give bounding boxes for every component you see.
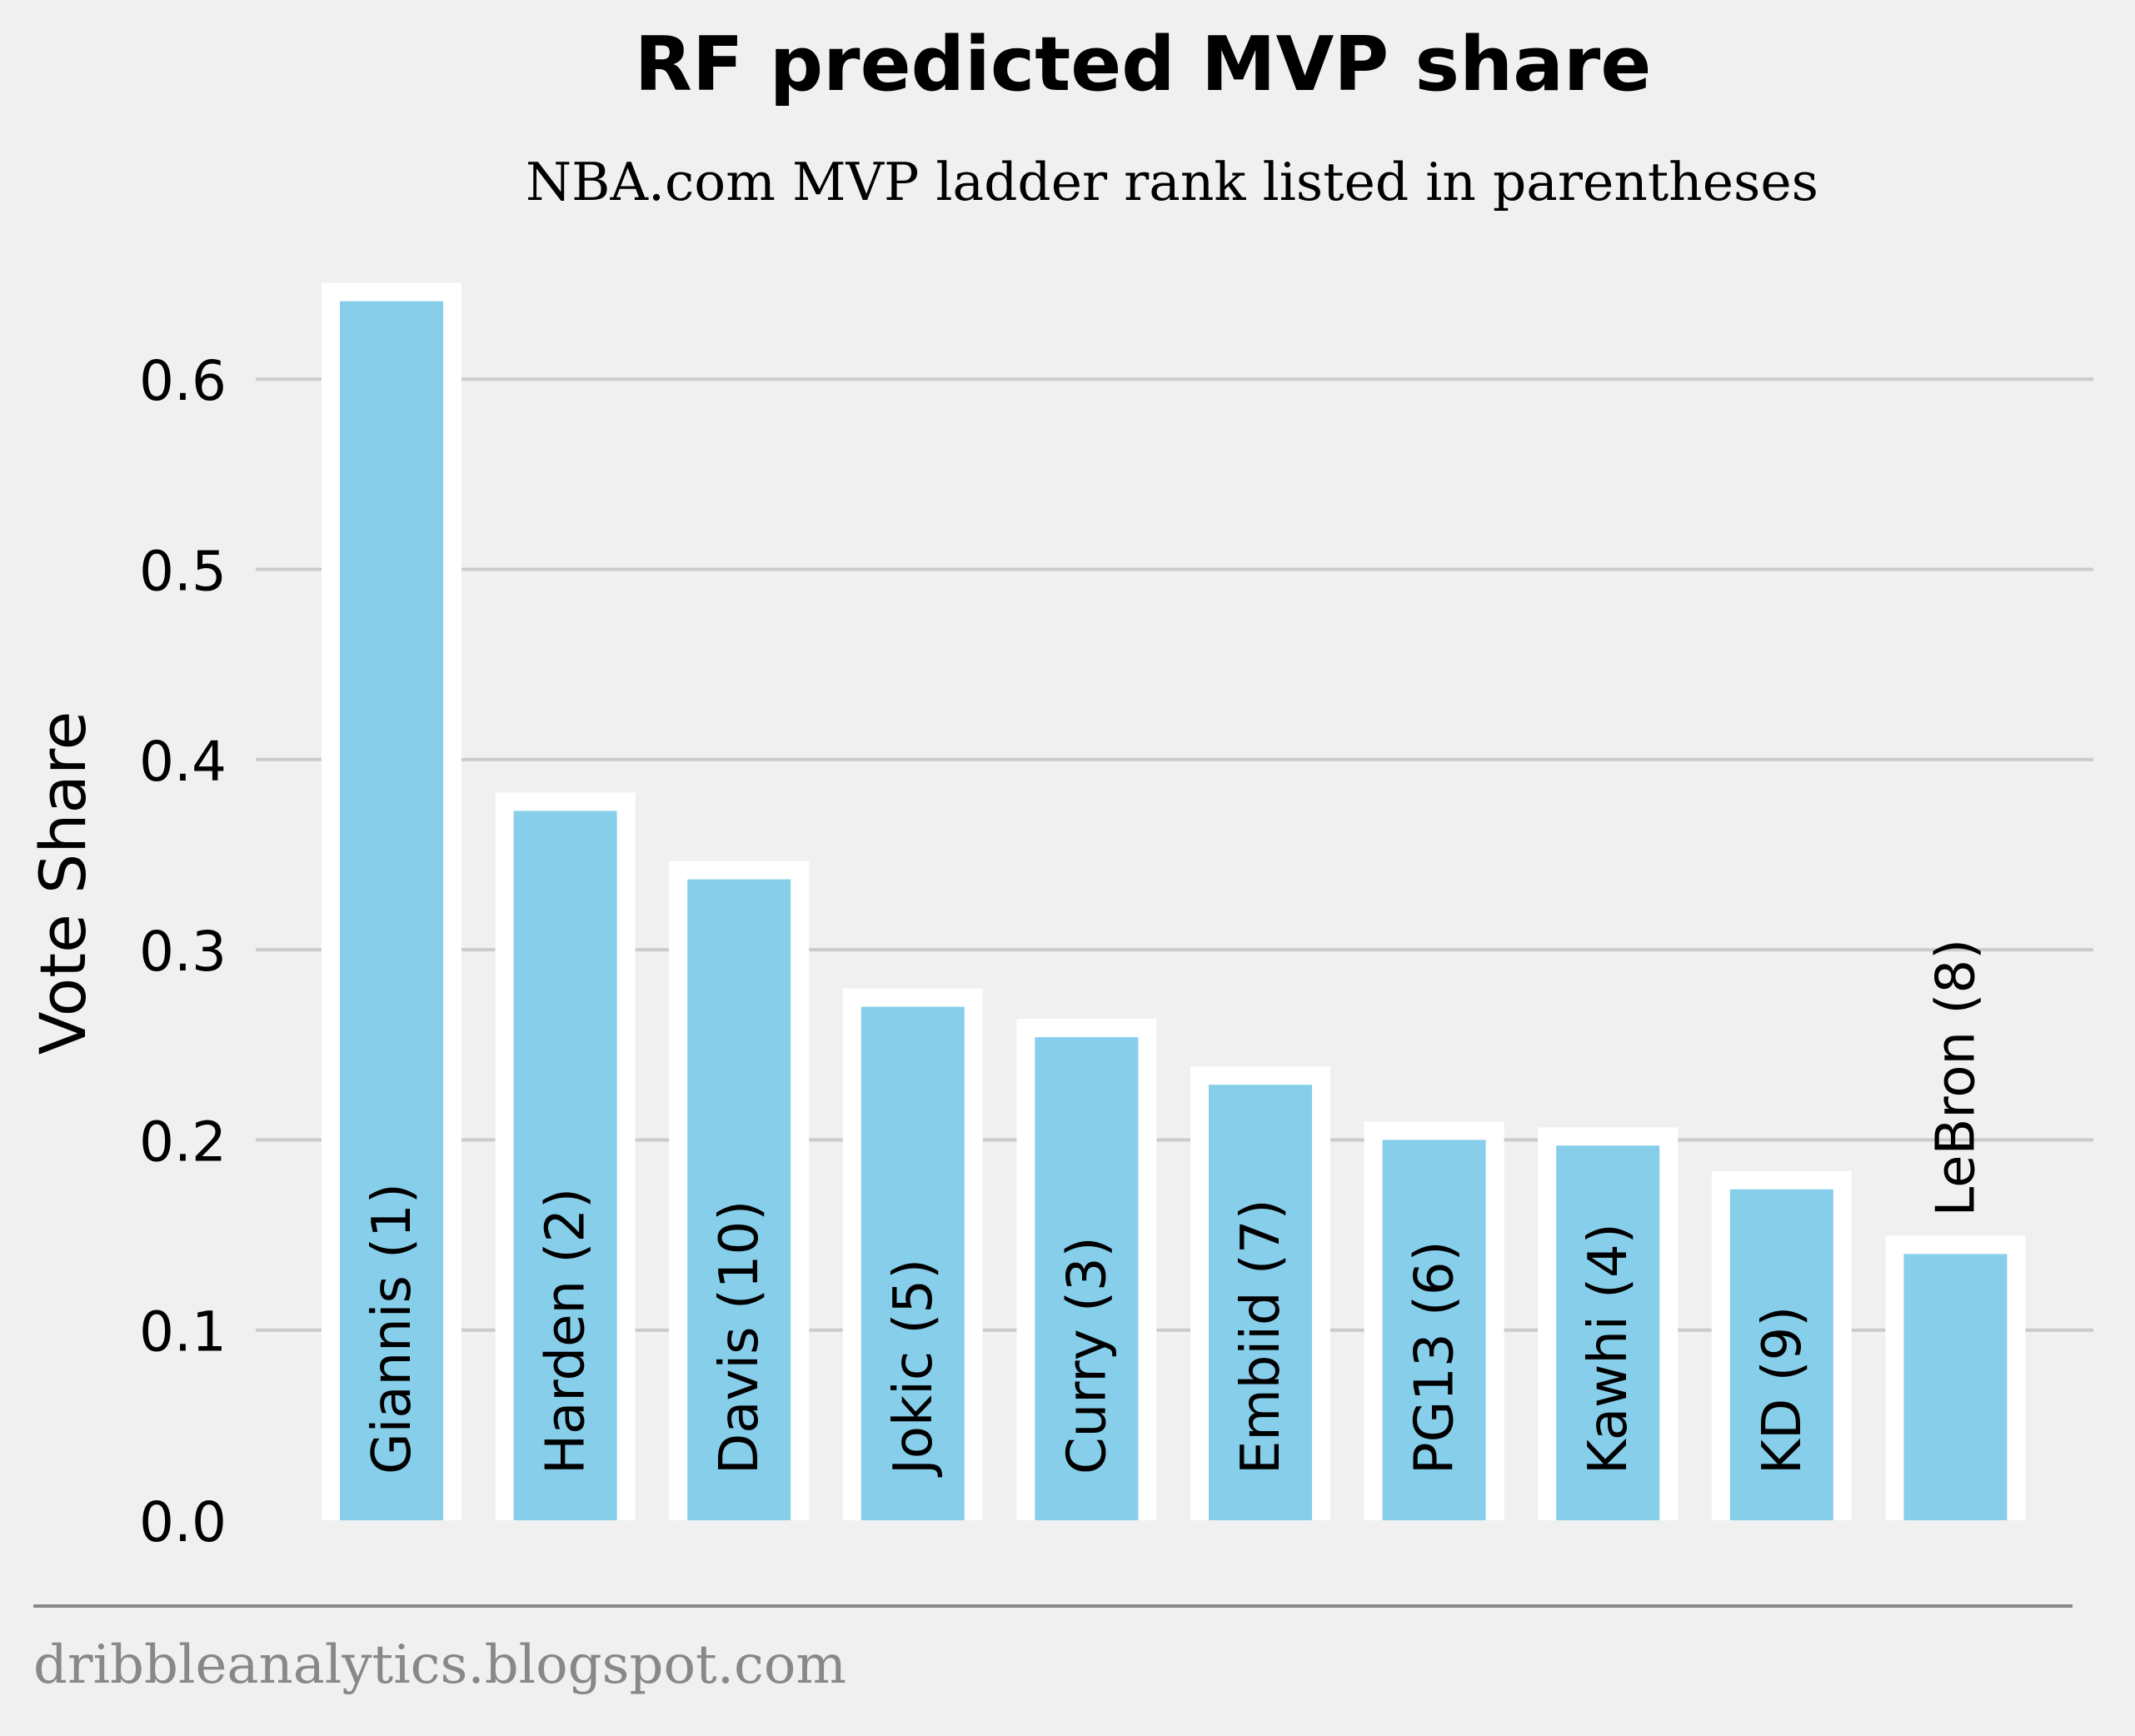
bar <box>513 811 617 1520</box>
bar <box>1903 1254 2008 1520</box>
bar-label: Embiid (7) <box>1230 1199 1292 1474</box>
bar-label: Curry (3) <box>1056 1236 1118 1474</box>
bar-label: KD (9) <box>1752 1306 1813 1474</box>
bar-label: Kawhi (4) <box>1578 1223 1639 1474</box>
footer-source: dribbleanalytics.blogspot.com <box>33 1634 846 1696</box>
y-tick-label: 0.3 <box>139 920 227 984</box>
bar <box>687 879 791 1520</box>
bar-labels: Giannis (1) Harden (2) Davis (10) Jokic (5)… <box>362 939 1987 1478</box>
y-tick-label: 0.2 <box>139 1110 227 1174</box>
y-tick-label: 0.1 <box>139 1300 227 1364</box>
bar <box>860 1006 965 1520</box>
chart-subtitle: NBA.com MVP ladder rank listed in parent… <box>526 152 1818 212</box>
y-tick-label: 0.4 <box>139 730 227 794</box>
bar <box>1556 1145 1660 1520</box>
y-tick-label: 0.5 <box>139 540 227 604</box>
bar <box>1035 1037 1139 1520</box>
bar <box>1382 1140 1486 1520</box>
y-tick-label: 0.0 <box>139 1490 227 1554</box>
y-tick-label: 0.6 <box>139 349 227 413</box>
bar-label: PG13 (6) <box>1404 1240 1466 1474</box>
bar-label: Harden (2) <box>536 1188 597 1474</box>
y-axis-label: Vote Share <box>26 711 100 1055</box>
chart-title: RF predicted MVP share <box>635 21 1652 108</box>
bar <box>1729 1189 1833 1520</box>
bar-label: Giannis (1) <box>362 1183 423 1474</box>
bar-label: Jokic (5) <box>883 1259 945 1478</box>
y-axis-ticks: 0.0 0.1 0.2 0.3 0.4 0.5 0.6 <box>139 349 227 1554</box>
bar <box>340 301 443 1521</box>
bar-label: Davis (10) <box>709 1200 771 1474</box>
bars <box>322 282 2026 1521</box>
bar <box>1209 1085 1312 1520</box>
bar-label: LeBron (8) <box>1925 939 1987 1216</box>
